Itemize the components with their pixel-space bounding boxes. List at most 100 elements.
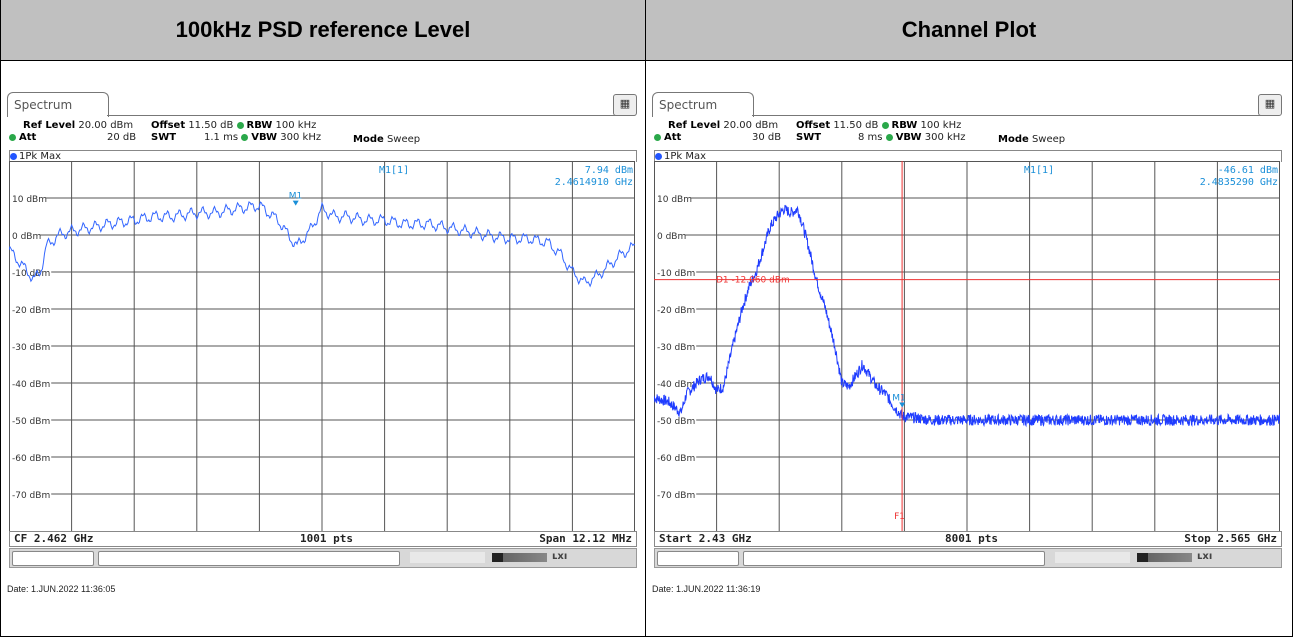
tick-label-bg <box>655 377 697 388</box>
spectrum-tab[interactable]: Spectrum <box>7 92 109 117</box>
column-divider <box>645 0 646 637</box>
capture-date: Date: 1.JUN.2022 11:36:19 <box>652 584 761 594</box>
tick-label-bg <box>10 451 52 462</box>
marker-m1-label: M1 <box>892 393 906 403</box>
marker-label: M1[1] <box>1024 165 1054 176</box>
center-frequency: CF 2.462 GHz <box>14 532 94 545</box>
lxi-icon: ʟxı <box>552 551 568 562</box>
marker-m1-triangle <box>899 402 906 408</box>
right-analyzer-panel: Spectrum ▦ Ref Level 20.00 dBm Offset 11… <box>646 61 1290 637</box>
right-footer: Start 2.43 GHz 8001 pts Stop 2.565 GHz <box>654 531 1282 547</box>
status-dot-icon <box>885 133 893 141</box>
y-tick-label: -30 dBm <box>12 343 50 353</box>
marker-m1-triangle <box>292 200 299 206</box>
y-tick-label: -20 dBm <box>12 306 50 316</box>
vbw-value: 300 kHz <box>924 132 966 143</box>
status-dot-icon <box>236 121 244 129</box>
start-frequency: Start 2.43 GHz <box>659 532 752 545</box>
status-bar: ʟxı <box>654 548 1282 568</box>
tick-label-bg <box>655 229 685 240</box>
span-value: Span 12.12 MHz <box>539 532 632 545</box>
y-tick-label: -10 dBm <box>12 269 50 279</box>
status-dot-icon <box>9 133 16 141</box>
frequency-line-label: F1 <box>894 512 905 522</box>
status-field-2[interactable] <box>98 551 400 566</box>
ref-level-value: 20.00 dBm <box>723 120 779 131</box>
status-bar: ʟxı <box>9 548 637 568</box>
att-label: Att <box>664 132 682 143</box>
y-tick-label: 0 dBm <box>657 232 686 242</box>
points-count: 8001 pts <box>945 532 998 545</box>
left-analyzer-panel: Spectrum ▦ Ref Level 20.00 dBm Offset 11… <box>1 61 645 637</box>
tab-label: Spectrum <box>14 98 73 112</box>
tick-label-bg <box>655 340 697 351</box>
att-value: 30 dB <box>752 132 782 143</box>
y-tick-label: -20 dBm <box>657 306 695 316</box>
display-config-icon[interactable]: ▦ <box>1258 94 1282 116</box>
tab-label: Spectrum <box>659 98 718 112</box>
offset-label: Offset <box>796 120 831 131</box>
ref-level-value: 20.00 dBm <box>78 120 134 131</box>
tick-label-bg <box>10 266 52 277</box>
left-spectrum-plot[interactable]: 10 dBm 0 dBm -10 dBm -20 dBm -30 dBm -40 dBm -… <box>9 161 635 544</box>
swt-value: 1.1 ms <box>204 132 239 143</box>
vbw-label: VBW <box>895 132 922 143</box>
status-field-1[interactable] <box>657 551 739 566</box>
y-tick-label: -40 dBm <box>657 380 695 390</box>
rbw-label: RBW <box>246 120 273 131</box>
mode-value: Sweep <box>386 134 421 145</box>
ref-level-label: Ref Level <box>668 120 721 131</box>
tick-label-bg <box>10 192 46 203</box>
ref-level-label: Ref Level <box>23 120 76 131</box>
y-tick-label: -30 dBm <box>657 343 695 353</box>
tick-label-bg <box>10 377 52 388</box>
y-tick-label: -40 dBm <box>12 380 50 390</box>
measuring-indicator <box>410 552 485 563</box>
vbw-value: 300 kHz <box>280 132 322 143</box>
tick-label-bg <box>10 414 52 425</box>
trace-dot-icon <box>655 152 662 160</box>
measuring-indicator <box>1055 552 1130 563</box>
trace-label: 1Pk Max <box>9 150 637 162</box>
status-dot-icon <box>241 133 249 141</box>
left-header: 100kHz PSD reference Level <box>1 0 645 61</box>
status-field-1[interactable] <box>12 551 94 566</box>
display-config-icon[interactable]: ▦ <box>613 94 637 116</box>
y-tick-label: -10 dBm <box>657 269 695 279</box>
spectrum-tab[interactable]: Spectrum <box>652 92 754 117</box>
y-tick-label: 10 dBm <box>657 195 692 205</box>
stop-frequency: Stop 2.565 GHz <box>1184 532 1277 545</box>
trace-dot-icon <box>10 152 17 160</box>
lxi-icon: ʟxı <box>1197 551 1213 562</box>
y-tick-label: -50 dBm <box>657 417 695 427</box>
swt-label: SWT <box>796 132 822 143</box>
points-count: 1001 pts <box>300 532 353 545</box>
y-tick-label: 0 dBm <box>12 232 41 242</box>
sweep-progress-bar <box>492 553 547 562</box>
y-tick-label: -50 dBm <box>12 417 50 427</box>
marker-label: M1[1] <box>379 165 409 176</box>
right-spectrum-plot[interactable]: 10 dBm 0 dBm -10 dBm -20 dBm -30 dBm -40 dBm -… <box>654 161 1280 544</box>
tick-label-bg <box>10 340 52 351</box>
sweep-progress-bar <box>1137 553 1192 562</box>
capture-date: Date: 1.JUN.2022 11:36:05 <box>7 584 116 594</box>
y-tick-label: 10 dBm <box>12 195 47 205</box>
trace-label: 1Pk Max <box>654 150 1282 162</box>
rbw-value: 100 kHz <box>920 120 962 131</box>
status-dot-icon <box>881 121 889 129</box>
swt-label: SWT <box>151 132 177 143</box>
rbw-label: RBW <box>891 120 918 131</box>
vbw-label: VBW <box>251 132 278 143</box>
display-line-label: D1 -12.060 dBm <box>716 276 790 286</box>
swt-value: 8 ms <box>858 132 883 143</box>
marker-frequency: 2.4614910 GHz <box>555 177 633 188</box>
tick-label-bg <box>655 451 697 462</box>
status-field-2[interactable] <box>743 551 1045 566</box>
marker-value: 7.94 dBm <box>585 165 633 176</box>
trace-1-line <box>654 204 1280 428</box>
marker-frequency: 2.4835290 GHz <box>1200 177 1278 188</box>
mode-value: Sweep <box>1031 134 1066 145</box>
tick-label-bg <box>10 303 52 314</box>
offset-value: 11.50 dB <box>833 120 879 131</box>
tick-label-bg <box>10 229 40 240</box>
